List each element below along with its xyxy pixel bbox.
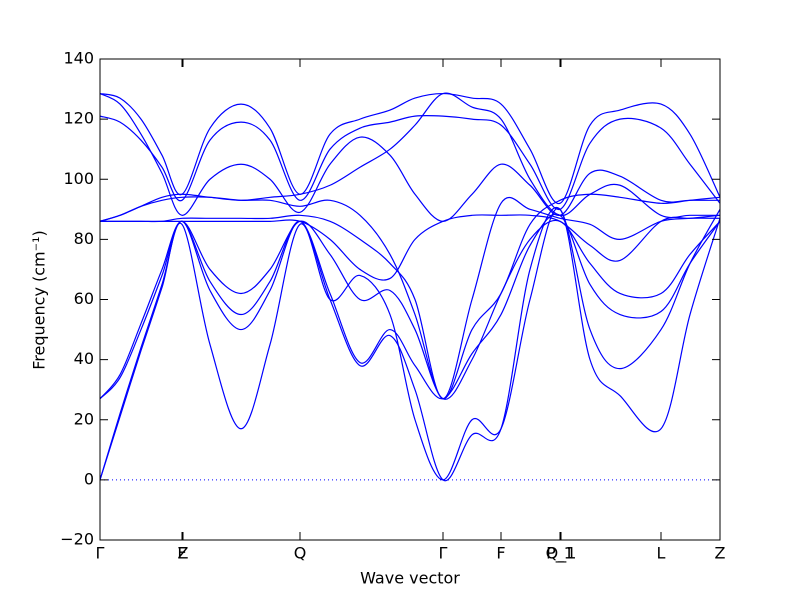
x-tick-label: Q	[294, 544, 307, 563]
band-line	[99, 93, 720, 222]
y-tick-label: 120	[63, 109, 94, 128]
y-tick-label: 0	[84, 469, 94, 488]
y-tick-label: 60	[74, 289, 94, 308]
y-tick-label: 100	[63, 169, 94, 188]
band-line	[99, 207, 721, 481]
x-tick-label: Q_1	[546, 544, 577, 564]
x-tick-label: L	[657, 544, 666, 563]
band-line	[99, 196, 721, 400]
x-tick-label: Z	[178, 544, 189, 563]
band-line	[99, 114, 721, 210]
y-tick-label: 20	[74, 409, 94, 428]
band-line	[99, 193, 721, 400]
x-tick-label: Γ	[439, 544, 448, 563]
y-tick-label: 80	[74, 229, 94, 248]
band-line	[99, 214, 721, 281]
y-tick-label: −20	[60, 530, 94, 549]
x-axis-label: Wave vector	[360, 569, 460, 588]
band-line	[99, 206, 721, 482]
y-tick-label: 140	[63, 49, 94, 68]
y-axis-label: Frequency (cm⁻¹)	[30, 230, 49, 369]
band-line	[99, 92, 720, 222]
x-tick-label: Z	[715, 544, 726, 563]
y-tick-label: 40	[74, 349, 94, 368]
x-tick-label: F	[496, 544, 505, 563]
x-tick-label: F	[177, 544, 186, 563]
x-tick-label: Γ	[96, 544, 105, 563]
x-tick-label: P_1	[546, 544, 574, 564]
